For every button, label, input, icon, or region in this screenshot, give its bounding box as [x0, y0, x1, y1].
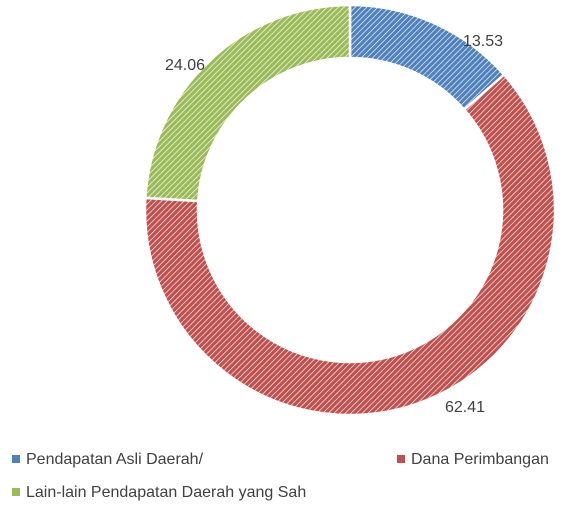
legend-swatch [12, 488, 20, 496]
legend-label: Lain-lain Pendapatan Daerah yang Sah [26, 484, 306, 501]
legend-swatch [397, 455, 405, 463]
data-label: 62.41 [445, 399, 485, 416]
data-label: 24.06 [165, 57, 205, 74]
donut-segment [143, 72, 557, 417]
legend-label: Dana Perimbangan [411, 451, 549, 468]
data-label: 13.53 [463, 33, 503, 50]
legend-label: Pendapatan Asli Daerah/ [26, 451, 204, 468]
legend-swatch [12, 455, 20, 463]
donut-segment [144, 3, 352, 203]
